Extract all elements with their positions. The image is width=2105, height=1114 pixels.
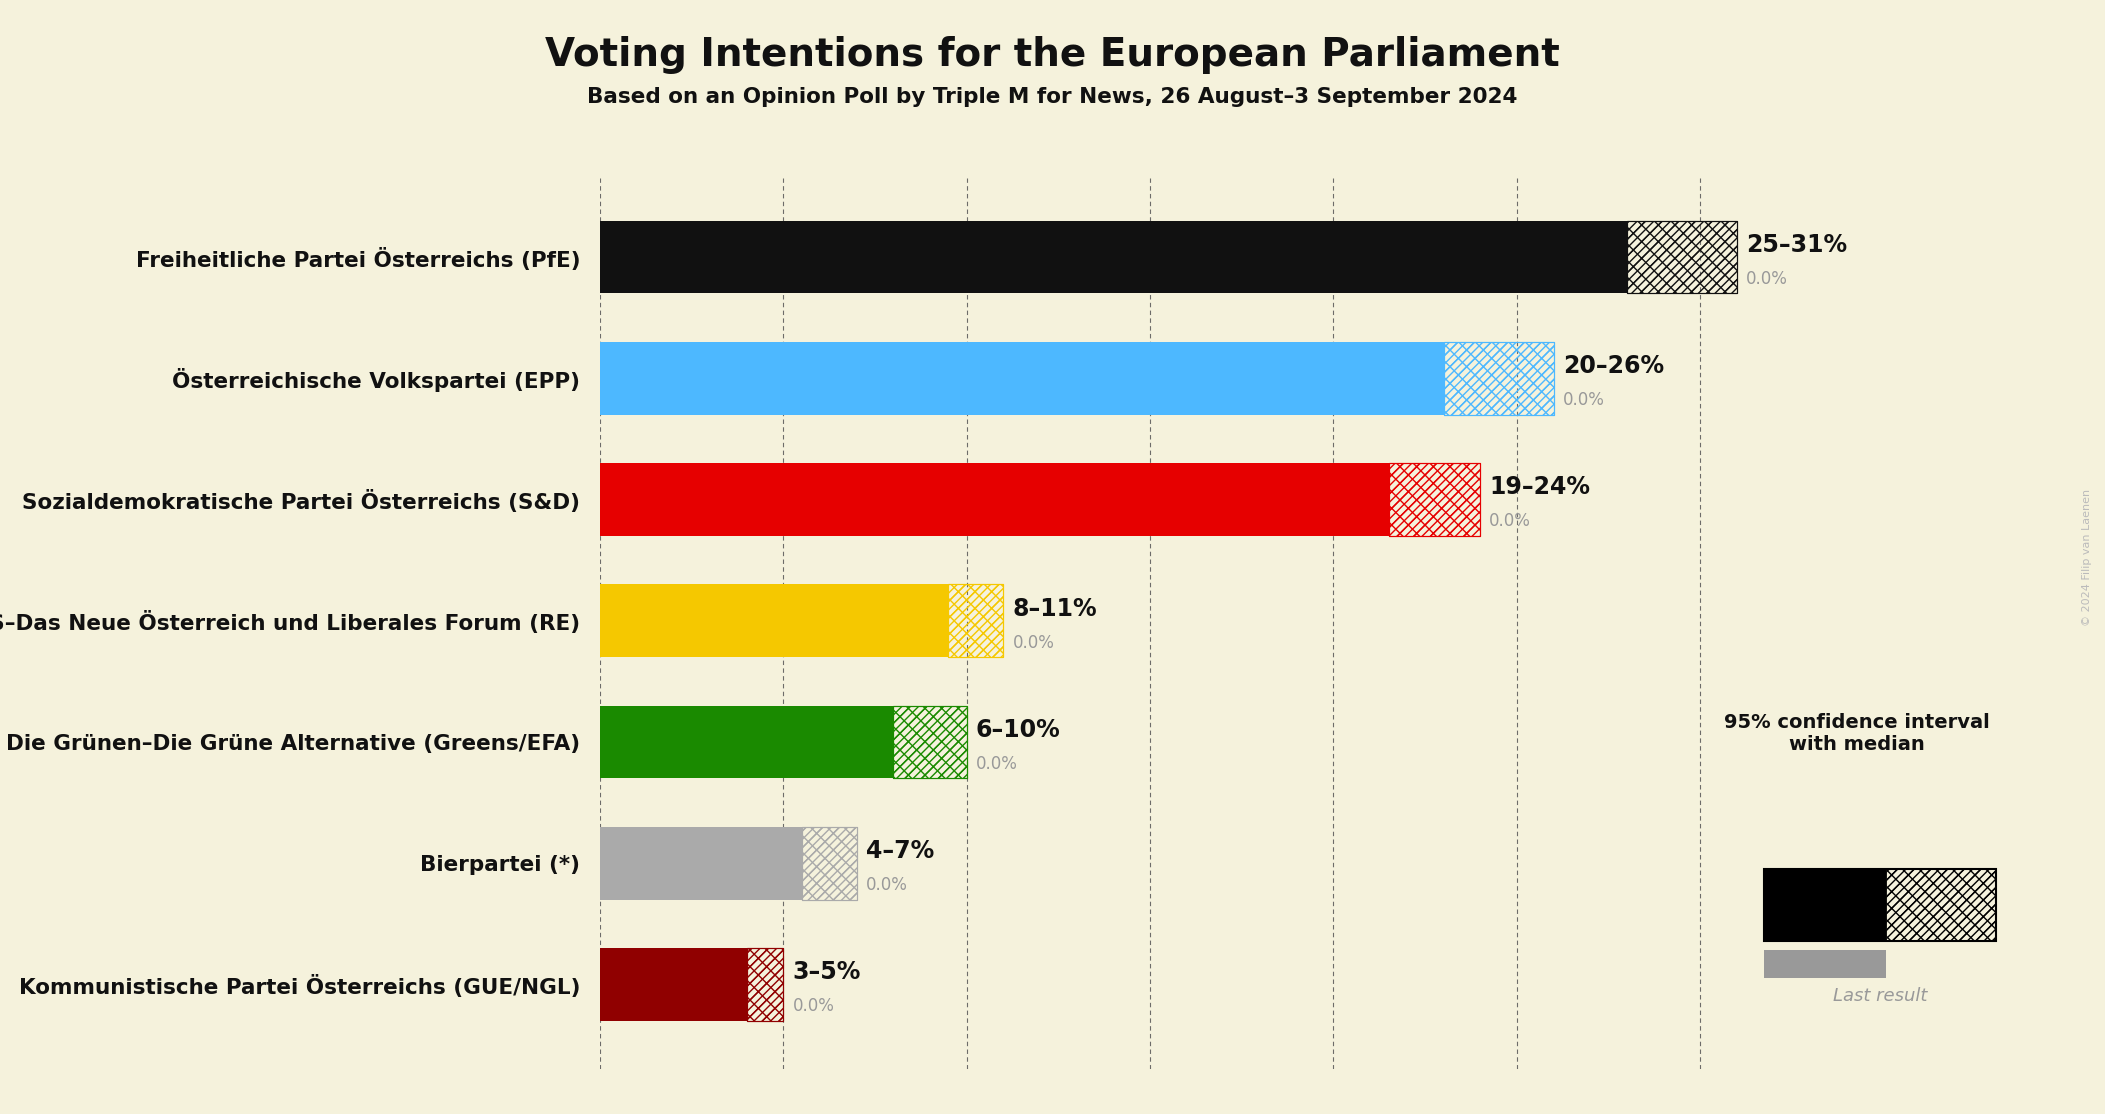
Bar [600,585,949,657]
Text: 20–26%: 20–26% [1562,354,1663,378]
Bar [600,948,747,1020]
Bar [1444,342,1553,414]
Text: 95% confidence interval
with median: 95% confidence interval with median [1724,713,1989,754]
Bar [802,827,857,900]
Text: 0.0%: 0.0% [1562,391,1604,409]
Text: 8–11%: 8–11% [1013,597,1097,620]
Text: 0.0%: 0.0% [1490,512,1530,530]
Bar [1627,221,1737,293]
Bar [893,705,966,779]
Bar [600,705,893,779]
Text: © 2024 Filip van Laenen: © 2024 Filip van Laenen [2082,488,2092,626]
Text: 0.0%: 0.0% [791,997,834,1015]
Bar [600,342,1444,414]
Text: 25–31%: 25–31% [1747,233,1848,257]
Text: 0.0%: 0.0% [865,876,907,895]
Bar [949,585,1004,657]
Bar [893,705,966,779]
Text: 0.0%: 0.0% [1013,634,1055,652]
Text: 3–5%: 3–5% [791,960,861,985]
Text: Based on an Opinion Poll by Triple M for News, 26 August–3 September 2024: Based on an Opinion Poll by Triple M for… [587,87,1518,107]
Bar [1389,463,1480,536]
Bar [802,827,857,900]
Bar [747,948,783,1020]
Text: Last result: Last result [1833,987,1926,1005]
Bar [600,221,1627,293]
Bar [747,948,783,1020]
Text: Voting Intentions for the European Parliament: Voting Intentions for the European Parli… [545,36,1560,74]
Text: 4–7%: 4–7% [865,839,935,863]
Text: 0.0%: 0.0% [977,755,1017,773]
Text: 0.0%: 0.0% [1747,270,1787,287]
Bar [600,463,1389,536]
Text: 6–10%: 6–10% [977,717,1061,742]
Bar [1389,463,1480,536]
Bar [1444,342,1553,414]
Bar [1627,221,1737,293]
Bar [600,827,802,900]
Text: 19–24%: 19–24% [1490,476,1591,499]
Bar [949,585,1004,657]
